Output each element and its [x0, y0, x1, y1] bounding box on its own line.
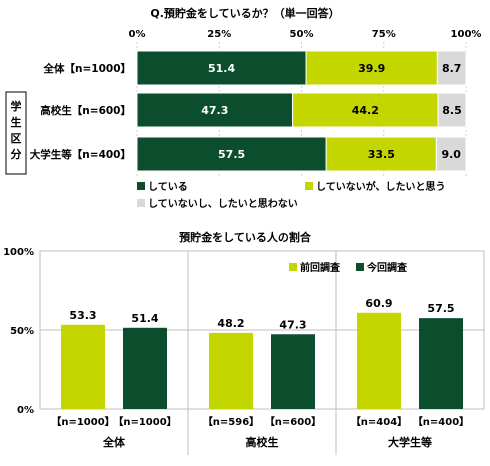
value-label: 57.5 — [218, 148, 245, 161]
value-label: 47.3 — [201, 104, 228, 117]
value-label: 39.9 — [358, 62, 385, 75]
stacked-chart: Q.預貯金をしているか？（単一回答） 0% 25% 50% 75% 100% 51.4 3… — [5, 6, 482, 210]
value-label: 9.0 — [441, 148, 461, 161]
x-tick-label: 100% — [451, 29, 482, 40]
bar-segment — [325, 136, 437, 172]
category-label: 大学生等【n=400】 — [30, 148, 131, 161]
value-label: 57.5 — [427, 302, 454, 315]
grouped-y-axis: 0% 50% 100% — [3, 247, 484, 455]
grouped-chart: 預貯金をしている人の割合 0% 50% 100% 53.3 51.4 48.2 47.3 6… — [3, 230, 485, 455]
legend-label: している — [148, 181, 188, 193]
sample-size-label: 【n=1000】 — [51, 415, 114, 428]
x-tick-label: 75% — [372, 29, 396, 40]
legend-swatch — [356, 263, 364, 271]
student-group-label: 学生区分 — [11, 99, 22, 161]
y-tick-label: 0% — [17, 405, 34, 416]
bar-segment — [436, 50, 467, 86]
bar-segment — [437, 92, 467, 128]
x-tick-label: 50% — [290, 29, 314, 40]
bar-segment — [292, 92, 439, 128]
y-tick-label: 100% — [3, 247, 34, 258]
legend-label: 前回調査 — [300, 261, 341, 274]
legend-label: していないが、したいと思う — [316, 180, 446, 193]
legend-label: していないし、したいと思わない — [148, 198, 298, 210]
bar — [123, 327, 167, 409]
bar-segment — [136, 50, 307, 86]
stacked-x-ticks: 0% 25% 50% 75% 100% — [129, 29, 482, 40]
category-label: 高校生【n=600】 — [40, 104, 131, 117]
sample-size-label: 【n=400】 — [413, 415, 469, 428]
grouped-chart-title: 預貯金をしている人の割合 — [179, 230, 312, 244]
stacked-chart-title: Q.預貯金をしているか？（単一回答） — [150, 6, 339, 20]
sample-size-label: 【n=404】 — [351, 415, 407, 428]
bar — [419, 318, 463, 409]
legend-swatch — [289, 263, 297, 271]
stacked-bars: 51.4 39.9 8.7 47.3 44.2 8.5 57.5 33.5 9.0 — [136, 50, 467, 172]
value-label: 51.4 — [131, 312, 158, 325]
value-label: 48.2 — [217, 317, 244, 330]
legend-swatch — [137, 182, 145, 190]
value-label: 51.4 — [208, 62, 235, 75]
category-label: 全体【n=1000】 — [43, 62, 132, 75]
group-label: 全体 — [102, 435, 126, 449]
bar-segment — [136, 136, 327, 172]
value-label: 53.3 — [69, 309, 96, 322]
grouped-bars: 53.3 51.4 48.2 47.3 60.9 57.5 — [61, 297, 463, 409]
group-label: 高校生 — [246, 435, 279, 449]
bar-segment — [435, 136, 467, 172]
stacked-category-labels: 全体【n=1000】高校生【n=600】大学生等【n=400】 — [30, 62, 131, 161]
y-tick-label: 50% — [10, 326, 34, 337]
bar — [357, 312, 401, 409]
value-label: 60.9 — [365, 297, 392, 310]
legend-swatch — [305, 182, 313, 190]
value-label: 8.7 — [442, 62, 462, 75]
value-label: 47.3 — [279, 318, 306, 331]
grouped-x-labels: 【n=1000】【n=1000】全体 【n=596】 【n=600】高校生 【n=40… — [51, 415, 469, 449]
bar — [61, 324, 105, 409]
value-label: 8.5 — [442, 104, 462, 117]
group-label: 大学生等 — [388, 435, 432, 449]
bar — [271, 334, 315, 409]
x-tick-label: 25% — [207, 29, 231, 40]
x-tick-label: 0% — [129, 29, 146, 40]
legend-swatch — [137, 199, 145, 207]
bar-segment — [136, 92, 294, 128]
sample-size-label: 【n=596】 — [203, 415, 259, 428]
sample-size-label: 【n=1000】 — [113, 415, 176, 428]
legend-label: 今回調査 — [366, 261, 408, 274]
grouped-legend: 前回調査 今回調査 — [289, 261, 408, 274]
sample-size-label: 【n=600】 — [265, 415, 321, 428]
value-label: 44.2 — [352, 104, 379, 117]
bar — [209, 332, 253, 409]
value-label: 33.5 — [368, 148, 395, 161]
student-group-box: 学生区分 — [5, 91, 27, 175]
